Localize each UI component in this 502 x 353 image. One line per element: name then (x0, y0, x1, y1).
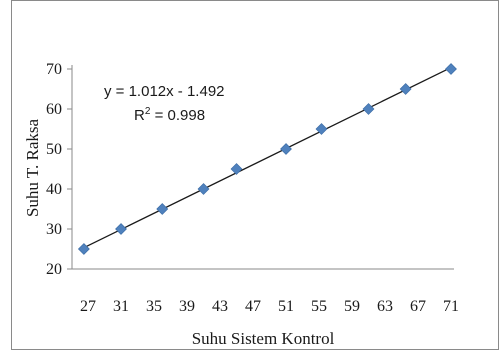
data-point (197, 183, 210, 195)
data-points (77, 63, 457, 255)
x-tick-label: 47 (245, 298, 261, 315)
trendline-equation: y = 1.012x - 1.492 (104, 83, 225, 100)
data-point (115, 223, 127, 235)
data-point (156, 203, 169, 215)
data-point (362, 103, 375, 115)
data-point (230, 163, 243, 175)
x-axis-title: Suhu Sistem Kontrol (192, 329, 335, 348)
y-tick-label: 30 (46, 221, 62, 238)
data-point (399, 83, 412, 95)
x-tick-label: 71 (443, 298, 459, 315)
x-tick-label: 31 (113, 298, 129, 315)
x-axis: 27 31 35 39 43 47 51 55 59 63 67 71 (72, 268, 459, 315)
trendline-group (83, 66, 452, 249)
y-axis: 20 30 40 50 60 70 (46, 61, 73, 278)
y-axis-title: Suhu T. Raksa (23, 119, 42, 218)
y-tick-label: 60 (46, 101, 62, 118)
data-point (445, 63, 457, 75)
x-tick-label: 59 (344, 298, 360, 315)
chart-frame (11, 0, 499, 350)
y-tick-label: 70 (46, 61, 62, 78)
x-tick-label: 55 (311, 298, 327, 315)
data-point (315, 123, 328, 135)
y-tick-label: 40 (46, 181, 62, 198)
x-tick-label: 39 (179, 298, 195, 315)
x-tick-label: 63 (377, 298, 393, 315)
x-tick-label: 27 (80, 298, 96, 315)
trendline (83, 66, 452, 249)
data-point (280, 143, 292, 155)
x-tick-label: 43 (212, 298, 228, 315)
r-squared-label: R2 = 0.998 (134, 106, 205, 124)
x-tick-label: 51 (278, 298, 294, 315)
y-tick-label: 50 (46, 141, 62, 158)
x-tick-label: 35 (146, 298, 162, 315)
y-tick-label: 20 (46, 261, 62, 278)
x-tick-label: 67 (410, 298, 426, 315)
data-point (77, 243, 90, 255)
